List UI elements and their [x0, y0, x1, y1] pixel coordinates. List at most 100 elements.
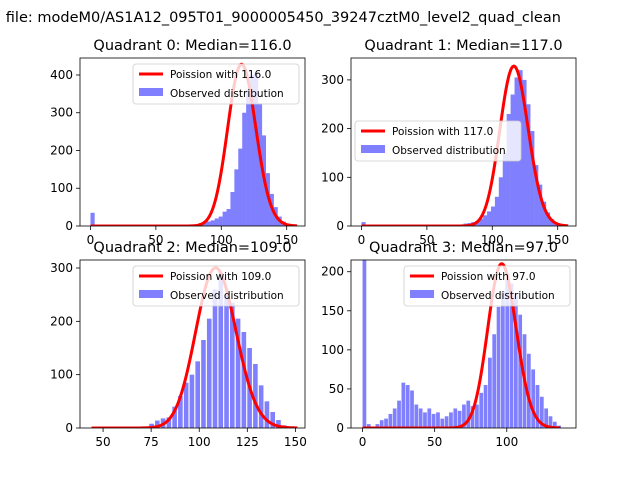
histogram-bar: [513, 295, 518, 428]
histogram-bar: [392, 408, 397, 428]
histogram-bar: [488, 357, 492, 428]
axes-frame: [350, 57, 577, 227]
histogram-bar: [242, 112, 247, 226]
y-tick-label: 400: [50, 68, 73, 82]
histogram-bar: [453, 408, 458, 428]
legend-bar-label: Observed distribution: [392, 145, 506, 157]
legend-box: [354, 120, 522, 162]
histogram-bar: [544, 408, 549, 428]
histogram-bar: [206, 221, 212, 226]
histogram-bar: [531, 369, 536, 428]
y-tick-label: 0: [65, 219, 73, 233]
histogram-bar: [490, 206, 496, 226]
histogram-bar: [264, 401, 270, 428]
x-tick-label: 100: [495, 435, 518, 449]
histogram-bar: [241, 332, 247, 428]
histogram-bar: [479, 218, 484, 226]
histogram-bar: [506, 114, 511, 226]
histogram-bar: [366, 424, 371, 428]
histogram-bar: [90, 212, 95, 226]
chart-title: Quadrant 3: Median=97.0: [369, 240, 558, 256]
x-tick-label: 100: [481, 233, 504, 247]
histogram-bar: [538, 184, 543, 226]
histogram-bar: [246, 90, 251, 226]
histogram-bar: [545, 212, 551, 226]
y-tick-label: 150: [321, 304, 344, 318]
poisson-curve: [91, 266, 298, 428]
histogram-bar: [234, 169, 239, 226]
x-tick-label: 150: [546, 233, 569, 247]
histogram-bar: [518, 314, 523, 428]
y-tick-label: 200: [50, 314, 73, 328]
histogram-bar: [526, 353, 531, 428]
histogram-bar: [238, 148, 243, 226]
histogram-bar: [178, 396, 183, 428]
x-tick-label: 100: [188, 435, 211, 449]
histogram-bar: [530, 131, 535, 226]
y-tick-label: 300: [321, 73, 344, 87]
y-tick-label: 300: [50, 261, 73, 275]
x-tick-label: 50: [95, 435, 110, 449]
histogram-bar: [449, 412, 453, 428]
histogram-bar: [379, 420, 384, 428]
histogram-bar: [505, 279, 510, 428]
y-tick-label: 100: [50, 181, 73, 195]
histogram-bar: [414, 404, 419, 428]
histogram-bar: [535, 385, 540, 428]
legend-box: [132, 63, 300, 105]
chart-title: Quadrant 1: Median=117.0: [364, 38, 562, 54]
histogram-bar: [149, 423, 154, 428]
y-tick-label: 0: [336, 219, 344, 233]
y-tick-label: 300: [50, 106, 73, 120]
histogram-bar: [230, 302, 235, 428]
x-tick-label: 100: [210, 233, 233, 247]
axes-frame: [79, 57, 306, 227]
histogram-bar: [226, 209, 231, 226]
histogram-bar: [362, 260, 367, 428]
histogram-bar: [405, 385, 410, 428]
histogram-bar: [479, 392, 484, 428]
legend-bar-label: Observed distribution: [170, 290, 284, 302]
y-tick-label: 200: [321, 265, 344, 279]
histogram-bar: [214, 218, 219, 226]
histogram-bar: [483, 385, 488, 428]
chart-panel-3: 0 50 100 0 50 100 150 200 Quadrant 3: Median=97.…: [321, 240, 577, 449]
legend-line-label: Poission with 116.0: [170, 69, 271, 81]
histogram-bar: [492, 334, 497, 428]
histogram-bar: [210, 220, 215, 226]
histogram-bar: [466, 400, 471, 428]
histogram-bar: [253, 73, 259, 226]
x-tick-label: 50: [427, 435, 442, 449]
histogram-bar: [541, 201, 547, 226]
plot-area: [91, 266, 298, 428]
y-tick-label: 0: [336, 421, 344, 435]
histogram-bar: [462, 404, 466, 428]
legend-bar-swatch: [361, 145, 385, 153]
legend-box: [403, 265, 571, 307]
x-tick-label: 150: [275, 233, 298, 247]
histogram-bar: [549, 219, 555, 226]
histogram-bar: [487, 211, 492, 226]
histogram-bar: [501, 291, 505, 428]
histogram-bar: [183, 382, 189, 428]
histogram-bar: [202, 222, 208, 226]
histogram-bar: [361, 222, 366, 226]
legend-bar-swatch: [139, 88, 163, 96]
histogram-bar: [431, 413, 436, 428]
histogram-bar: [253, 364, 258, 428]
histogram-bar: [410, 390, 414, 428]
y-tick-label: 100: [321, 343, 344, 357]
histogram-bar: [423, 412, 427, 428]
histogram-bar: [235, 318, 241, 428]
histogram-bar: [496, 306, 501, 428]
x-tick-label: 50: [419, 233, 434, 247]
y-tick-label: 200: [321, 122, 344, 136]
histogram-bar: [397, 400, 401, 428]
histogram-bar: [483, 215, 488, 226]
histogram-bar: [257, 103, 263, 226]
histogram-bar: [509, 283, 514, 428]
chart-title: Quadrant 0: Median=116.0: [93, 38, 291, 54]
histogram-bar: [534, 165, 539, 226]
x-tick-label: 75: [144, 435, 159, 449]
